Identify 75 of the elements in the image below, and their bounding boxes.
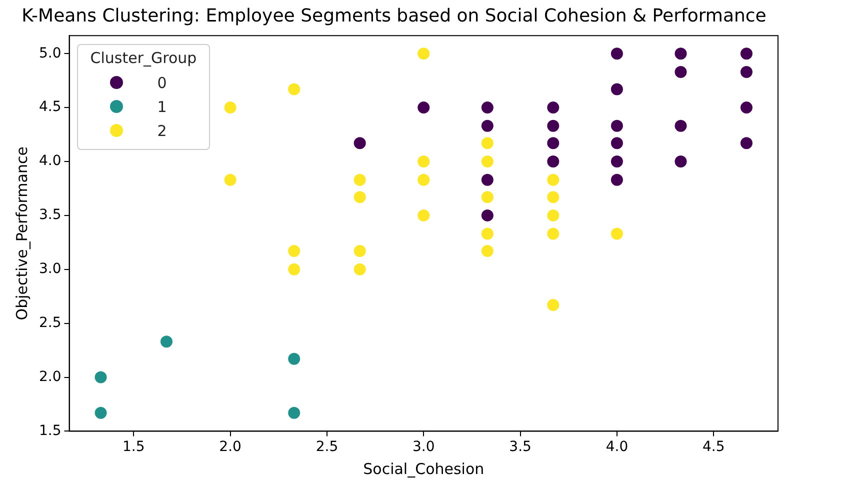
point xyxy=(480,172,494,187)
point xyxy=(94,370,108,384)
point xyxy=(416,172,431,187)
point xyxy=(352,244,367,258)
point xyxy=(416,208,431,222)
point xyxy=(480,226,494,241)
point xyxy=(480,154,494,168)
legend-label: 2 xyxy=(157,122,167,140)
point xyxy=(416,154,431,168)
y-tick-label: 3.0 xyxy=(39,261,62,278)
point xyxy=(352,190,367,204)
point xyxy=(674,64,688,79)
y-tick-label: 3.5 xyxy=(39,207,62,224)
y-tick-label: 5.0 xyxy=(39,45,62,62)
point xyxy=(287,406,302,420)
legend-title: Cluster_Group xyxy=(90,48,197,67)
x-axis-title: Social_Cohesion xyxy=(363,460,484,478)
point xyxy=(352,136,367,150)
point xyxy=(674,118,688,133)
point xyxy=(480,136,494,150)
point xyxy=(480,244,494,258)
point xyxy=(94,406,108,420)
point xyxy=(352,262,367,276)
x-tick-label: 2.5 xyxy=(316,439,338,456)
y-tick-label: 2.5 xyxy=(39,314,62,331)
point xyxy=(352,172,367,187)
point xyxy=(546,154,560,168)
point xyxy=(546,100,560,115)
x-tick-label: 2.0 xyxy=(219,439,242,456)
point xyxy=(610,46,624,61)
x-tick-label: 4.0 xyxy=(606,439,628,456)
point xyxy=(739,46,754,61)
point xyxy=(287,244,302,258)
point xyxy=(546,226,560,241)
point xyxy=(610,226,624,241)
point xyxy=(416,100,431,115)
point xyxy=(287,82,302,96)
point xyxy=(739,64,754,79)
point xyxy=(546,298,560,312)
y-tick-label: 1.5 xyxy=(39,422,62,439)
chart-title: K-Means Clustering: Employee Segments based on Social Cohesion & Performance xyxy=(22,5,766,26)
point xyxy=(480,190,494,204)
point xyxy=(480,100,494,115)
y-axis-title: Objective_Performance xyxy=(12,146,31,320)
x-tick-label: 1.5 xyxy=(122,439,145,456)
point xyxy=(546,208,560,222)
y-tick-label: 4.0 xyxy=(39,153,62,170)
point xyxy=(287,352,302,366)
legend-label: 0 xyxy=(157,74,167,92)
point xyxy=(480,208,494,222)
point xyxy=(610,154,624,168)
y-tick-label: 2.0 xyxy=(39,368,62,385)
legend-label: 1 xyxy=(157,98,167,116)
point xyxy=(546,190,560,204)
x-tick-label: 4.5 xyxy=(702,439,725,456)
point xyxy=(287,262,302,276)
point xyxy=(546,118,560,133)
point xyxy=(223,172,238,187)
x-tick-label: 3.0 xyxy=(412,439,435,456)
point xyxy=(160,334,174,349)
point xyxy=(223,100,238,115)
point xyxy=(546,172,560,187)
point xyxy=(674,46,688,61)
y-tick-label: 4.5 xyxy=(39,99,62,116)
point xyxy=(610,136,624,150)
point xyxy=(674,154,688,168)
point xyxy=(480,118,494,133)
point xyxy=(610,172,624,187)
point xyxy=(610,82,624,96)
point xyxy=(610,118,624,133)
point xyxy=(416,46,431,61)
point xyxy=(739,136,754,150)
x-tick-label: 3.5 xyxy=(509,439,532,456)
point xyxy=(739,100,754,115)
point xyxy=(546,136,560,150)
